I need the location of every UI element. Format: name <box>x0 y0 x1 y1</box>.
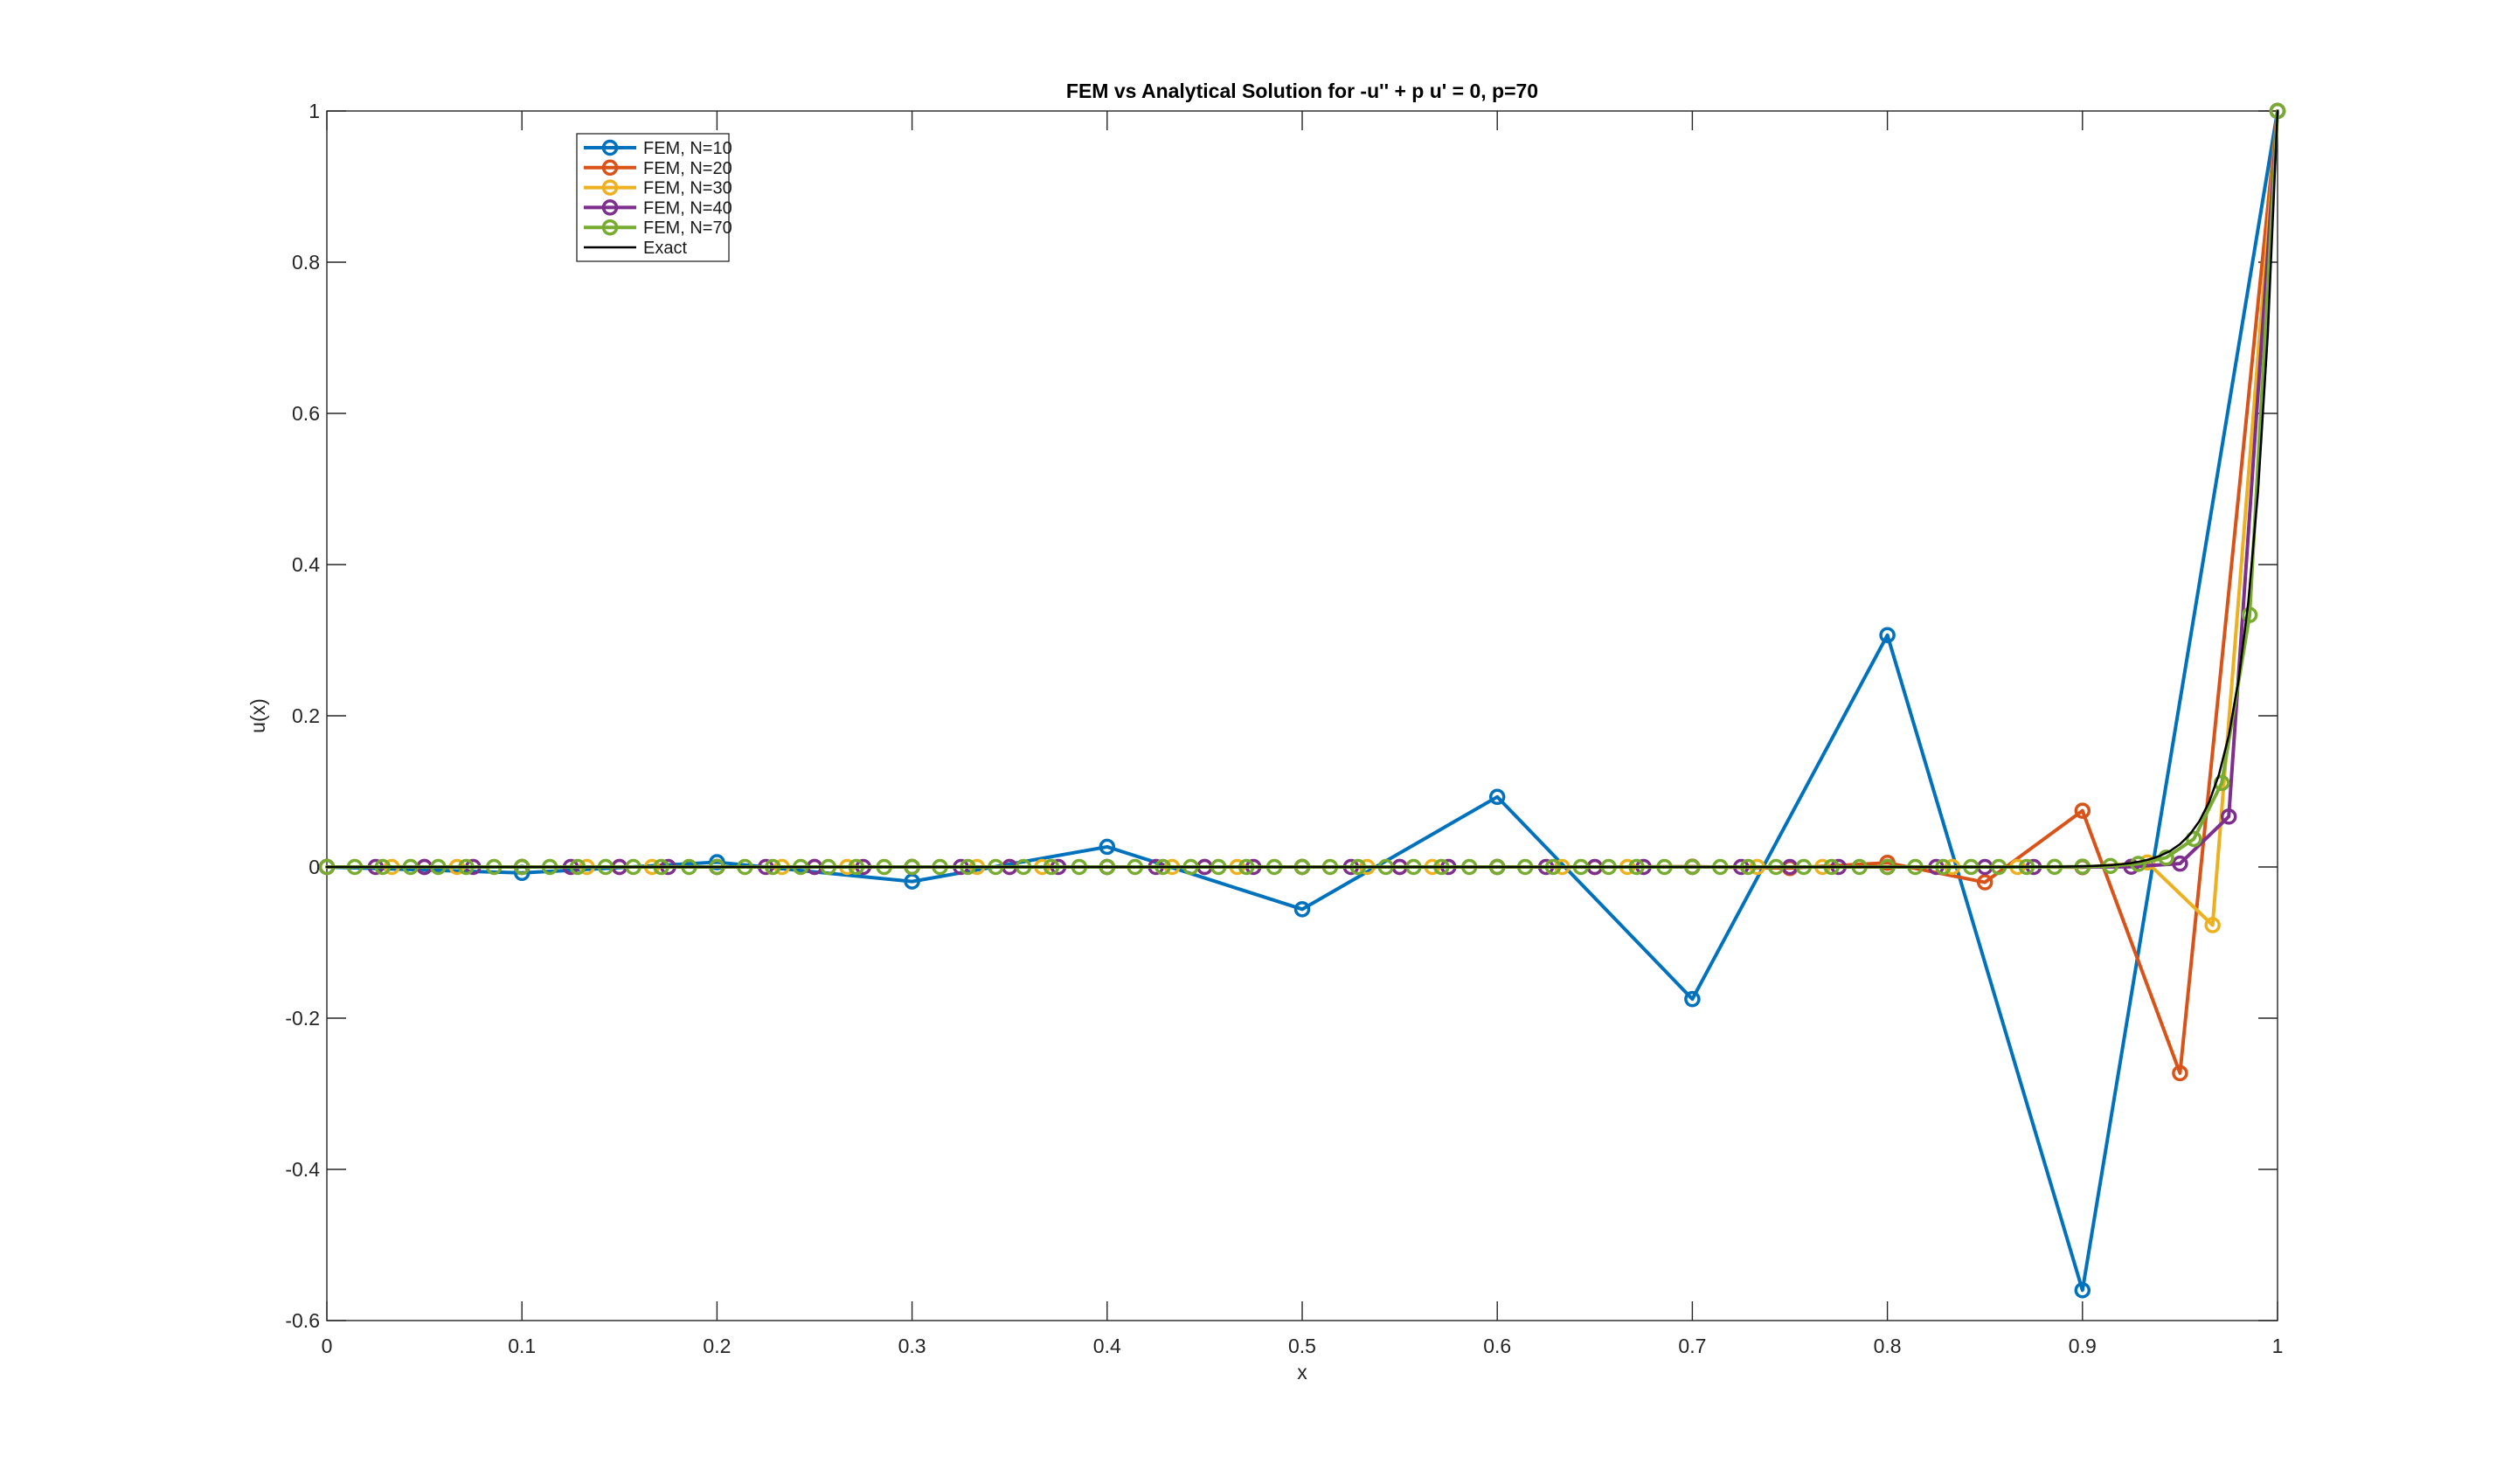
y-tick-label: -0.6 <box>285 1309 320 1332</box>
x-tick-label: 0.6 <box>1483 1335 1511 1357</box>
legend-marker-icon <box>601 159 619 177</box>
y-tick-label: 0.8 <box>292 251 320 274</box>
y-tick-label: -0.2 <box>285 1007 320 1030</box>
y-tick-label: 0.2 <box>292 704 320 727</box>
data-point-marker <box>2241 607 2258 623</box>
x-tick-label: 0.5 <box>1288 1335 1316 1357</box>
legend-item: FEM, N=70 <box>584 218 732 238</box>
data-point-marker <box>1879 627 1896 643</box>
data-point-marker <box>2158 849 2174 866</box>
data-point-marker <box>2204 917 2221 933</box>
tick-labels-layer: 0 0.1 0.2 0.3 0.4 0.5 0.6 0.7 0.8 0.9 1 -0.6 -0.4 -0.… <box>285 100 2283 1357</box>
legend-label: FEM, N=20 <box>643 159 732 178</box>
data-point-marker <box>1099 838 1116 856</box>
data-point-marker <box>1488 788 1506 806</box>
data-point-marker <box>709 854 725 870</box>
data-point-marker <box>1684 990 1701 1008</box>
legend-item: FEM, N=40 <box>584 198 732 218</box>
legend-marker-icon <box>601 139 619 156</box>
data-point-marker <box>2185 830 2202 848</box>
x-axis-label: x <box>1297 1361 1307 1383</box>
legend-item: FEM, N=10 <box>584 139 732 158</box>
y-axis-label: u(x) <box>246 698 269 733</box>
y-tick-label: 0.6 <box>292 402 320 425</box>
plot-area <box>327 111 2278 1321</box>
x-tick-label: 0.8 <box>1874 1335 1902 1357</box>
y-tick-label: 0.4 <box>292 553 320 576</box>
x-tick-label: 0.9 <box>2069 1335 2097 1357</box>
legend-item: FEM, N=20 <box>584 159 732 178</box>
data-point-marker <box>2074 802 2091 819</box>
legend-marker-icon <box>601 199 619 216</box>
data-point-marker <box>2074 1282 2091 1299</box>
x-tick-label: 1 <box>2272 1335 2284 1357</box>
x-tick-label: 0.3 <box>898 1335 926 1357</box>
x-tick-label: 0.1 <box>508 1335 536 1357</box>
chart-title: FEM vs Analytical Solution for -u'' + p … <box>1066 80 1538 102</box>
x-tick-label: 0 <box>322 1335 333 1357</box>
x-tick-label: 0.4 <box>1093 1335 1121 1357</box>
y-tick-label: 1 <box>309 100 320 122</box>
legend-label: FEM, N=10 <box>643 139 732 158</box>
legend-item: FEM, N=30 <box>584 179 732 198</box>
y-tick-label: 0 <box>309 856 320 878</box>
legend-label: Exact <box>643 239 687 258</box>
legend-marker-icon <box>601 179 619 196</box>
legend-marker-icon <box>601 218 619 236</box>
series-exact <box>325 109 2279 869</box>
data-point-marker <box>1293 901 1311 918</box>
data-point-marker <box>2220 808 2237 825</box>
series-layer <box>318 102 2286 1299</box>
x-tick-label: 0.7 <box>1678 1335 1706 1357</box>
data-point-marker <box>2172 1064 2188 1082</box>
legend-box <box>576 133 730 262</box>
data-point-marker <box>1976 874 1993 891</box>
legend-label: FEM, N=30 <box>643 179 732 198</box>
data-point-marker <box>2172 855 2188 872</box>
legend-label: FEM, N=70 <box>643 218 732 238</box>
legend-item: Exact <box>584 239 687 258</box>
legend-label: FEM, N=40 <box>643 198 732 218</box>
x-tick-label: 0.2 <box>703 1335 731 1357</box>
y-tick-label: -0.4 <box>285 1158 320 1181</box>
series-line-exact <box>325 109 2279 869</box>
